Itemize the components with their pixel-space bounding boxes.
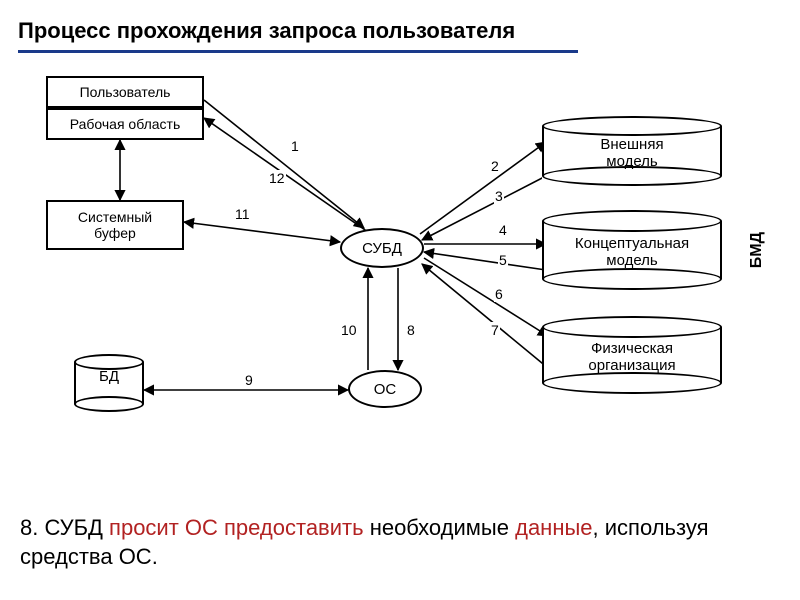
node-os: ОС [348,370,422,408]
node-physical-org: Физическая организация [542,316,722,394]
node-conceptual-model: Концептуальная модель [542,210,722,290]
node-external-model: Внешняя модель [542,116,722,186]
edge-label-11: 11 [234,206,251,222]
edge-label-4: 4 [498,222,508,238]
bmd-label: БМД [748,232,766,268]
edge-label-10: 10 [340,322,358,338]
edge-label-1: 1 [290,138,300,154]
edge-label-12: 12 [268,170,286,186]
edge-label-7: 7 [490,322,500,338]
edge-label-5: 5 [498,252,508,268]
node-workspace-label: Рабочая область [70,116,181,132]
edge-label-8: 8 [406,322,416,338]
caption-text: 8. СУБД просит ОС предоставить необходим… [20,513,740,572]
node-sysbuf-label: Системный буфер [78,209,152,241]
node-user: Пользователь [46,76,204,108]
edge-label-2: 2 [490,158,500,174]
node-system-buffer: Системный буфер [46,200,184,250]
node-user-label: Пользователь [80,84,171,100]
node-dbms: СУБД [340,228,424,268]
node-db: БД [74,354,144,412]
edge-label-6: 6 [494,286,504,302]
edge-label-9: 9 [244,372,254,388]
edge-label-3: 3 [494,188,504,204]
node-dbms-label: СУБД [362,240,402,257]
node-workspace: Рабочая область [46,108,204,140]
node-os-label: ОС [374,381,397,398]
page-title: Процесс прохождения запроса пользователя [18,18,578,53]
